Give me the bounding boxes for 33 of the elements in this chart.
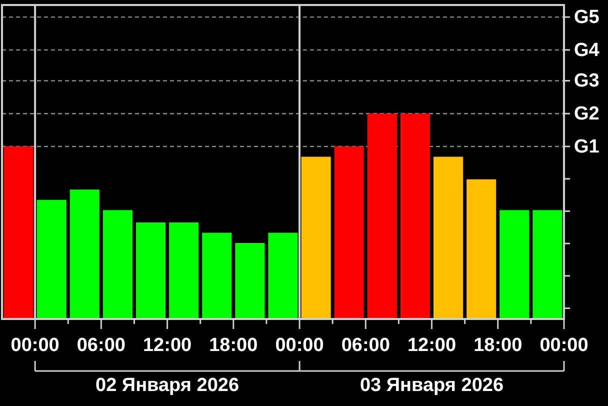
- x-tick-label: 12:00: [407, 334, 456, 356]
- bar: [367, 114, 397, 319]
- x-tick-label: 00:00: [275, 334, 324, 356]
- x-tick-label: 12:00: [142, 334, 192, 356]
- x-tick-label: 18:00: [209, 334, 258, 356]
- x2-tick-label: 03 Января 2026: [360, 374, 504, 396]
- bar: [36, 200, 66, 319]
- ref-line-label: G4: [574, 39, 600, 60]
- ref-line-label: G3: [574, 70, 600, 92]
- x-tick-label: 06:00: [341, 334, 390, 356]
- bar: [400, 114, 430, 319]
- bar: [169, 222, 199, 319]
- x2-tick-label: 02 Января 2026: [96, 374, 240, 396]
- x-tick-label: 00:00: [540, 334, 588, 356]
- bar: [235, 243, 265, 319]
- bar: [4, 146, 34, 319]
- bar: [500, 210, 530, 319]
- bar: [202, 232, 232, 319]
- ref-line-label: G5: [574, 6, 600, 28]
- x-tick-label: 00:00: [10, 334, 60, 356]
- ref-line-label: G1: [574, 136, 600, 157]
- bar: [102, 210, 132, 319]
- bar: [136, 222, 166, 319]
- bar: [301, 156, 331, 319]
- ref-line-label: G2: [574, 103, 600, 124]
- bar: [268, 232, 298, 319]
- bar: [434, 156, 464, 319]
- bar: [70, 190, 100, 319]
- bar: [532, 210, 562, 319]
- x-tick-label: 18:00: [474, 334, 522, 356]
- bar: [466, 179, 496, 319]
- bar: [334, 146, 364, 319]
- x-tick-label: 06:00: [76, 334, 126, 356]
